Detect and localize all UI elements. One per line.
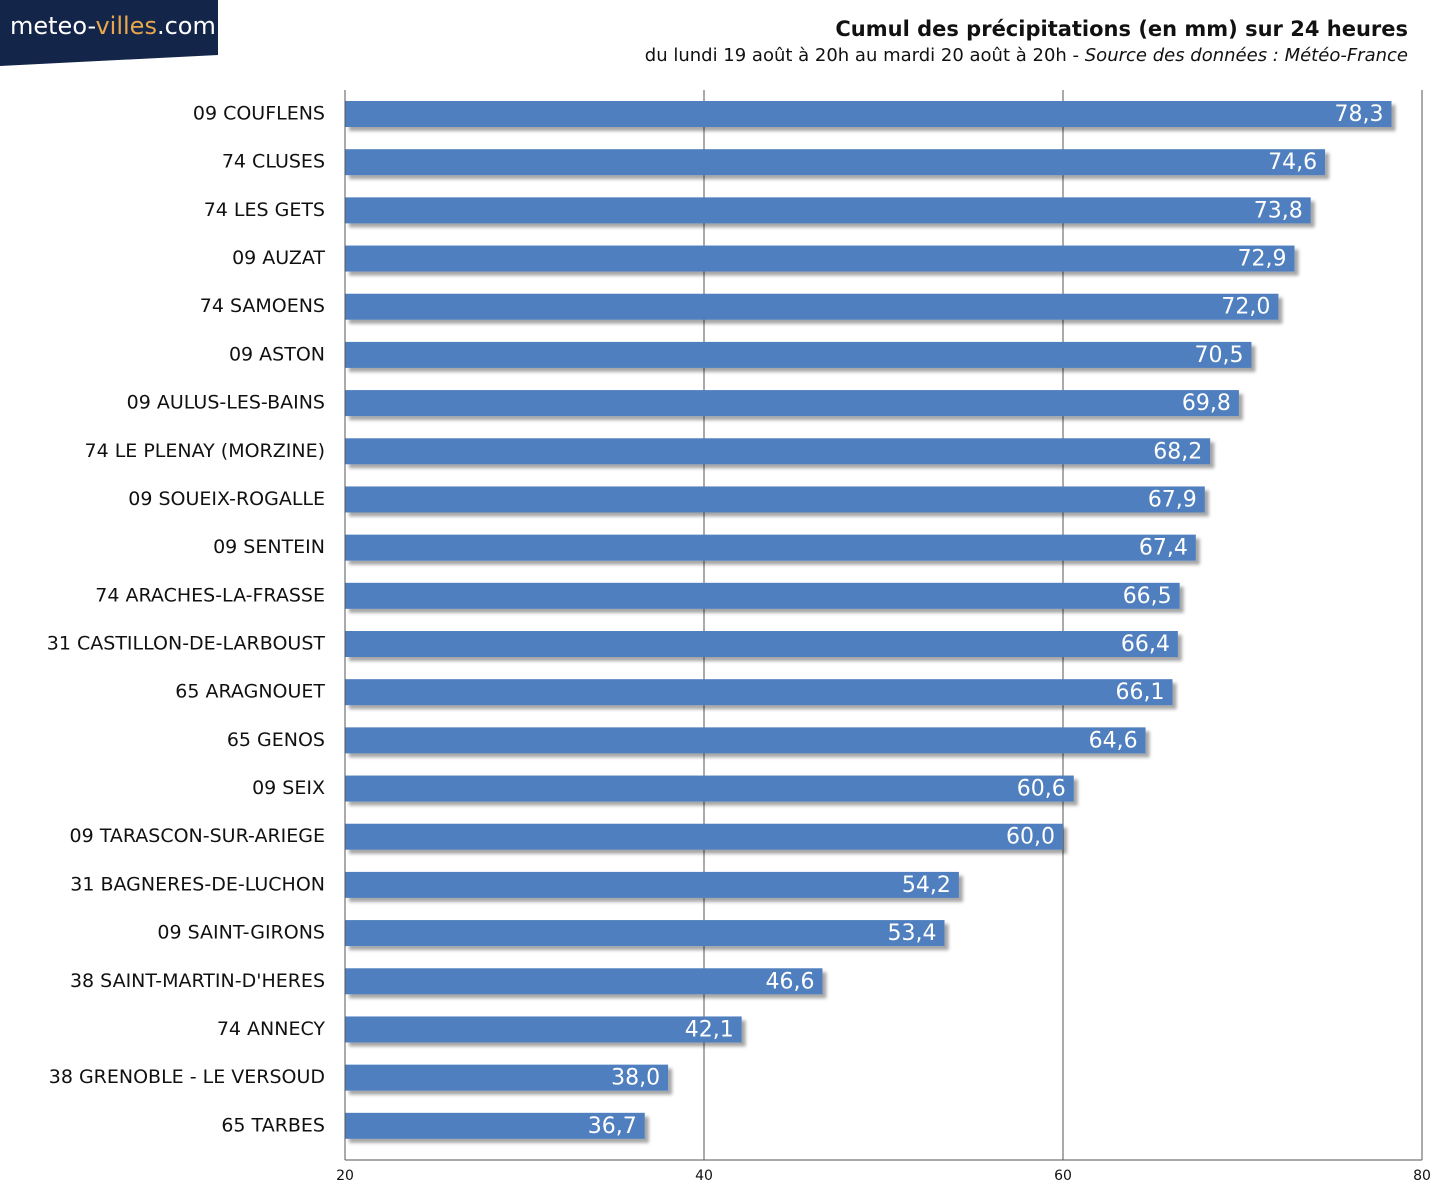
y-tick-label: 74 CLUSES <box>222 151 325 173</box>
value-label: 67,4 <box>1139 536 1188 561</box>
value-label: 38,0 <box>611 1066 660 1091</box>
value-label: 67,9 <box>1148 487 1197 512</box>
chart-title: Cumul des précipitations (en mm) sur 24 … <box>835 17 1408 41</box>
bar <box>345 968 823 995</box>
value-label: 66,4 <box>1121 632 1170 657</box>
y-tick-label: 09 SEIX <box>252 777 325 799</box>
value-label: 78,3 <box>1335 102 1384 127</box>
subtitle: du lundi 19 août à 20h au mardi 20 août … <box>645 45 1085 66</box>
value-label: 69,8 <box>1182 391 1231 416</box>
value-label: 46,6 <box>765 969 814 994</box>
value-label: 72,9 <box>1238 247 1287 272</box>
y-tick-label: 09 TARASCON-SUR-ARIEGE <box>70 825 326 847</box>
logo-part: .com <box>157 12 216 40</box>
value-label: 74,6 <box>1268 150 1317 175</box>
y-tick-label: 38 SAINT-MARTIN-D'HERES <box>70 970 325 992</box>
bar <box>345 679 1173 706</box>
value-label: 73,8 <box>1254 198 1303 223</box>
y-tick-label: 74 SAMOENS <box>200 295 325 317</box>
bar <box>345 293 1279 320</box>
bar <box>345 1064 669 1091</box>
y-tick-label: 09 ASTON <box>229 343 325 365</box>
bar <box>345 582 1180 609</box>
plot: 20 40 60 80 09 COUFLENS 78,3 74 CLUSES 74,6 74 L… <box>47 90 1431 1184</box>
bar <box>345 101 1392 127</box>
y-tick-label: 65 GENOS <box>227 729 325 751</box>
value-label: 72,0 <box>1221 295 1270 320</box>
value-label: 54,2 <box>902 873 951 898</box>
logo-part: villes <box>95 12 156 40</box>
value-label: 36,7 <box>588 1114 637 1139</box>
source: Source des données : Météo-France <box>1085 45 1408 66</box>
x-tick-label: 40 <box>695 1168 713 1184</box>
logo: meteo-villes.com <box>10 12 216 40</box>
bar <box>345 534 1196 561</box>
value-label: 68,2 <box>1153 439 1202 464</box>
bar <box>345 245 1295 272</box>
y-tick-label: 09 SAINT-GIRONS <box>157 922 325 944</box>
value-label: 60,6 <box>1017 777 1066 802</box>
y-tick-label: 65 ARAGNOUET <box>175 681 325 703</box>
value-label: 66,1 <box>1116 680 1165 705</box>
bar <box>345 920 945 947</box>
y-tick-label: 09 SENTEIN <box>213 536 325 558</box>
y-tick-label: 74 LES GETS <box>204 199 325 221</box>
x-tick-label: 80 <box>1413 1168 1431 1184</box>
bar <box>345 149 1326 176</box>
value-label: 66,5 <box>1123 584 1172 609</box>
y-tick-label: 74 ARACHES-LA-FRASSE <box>95 584 325 606</box>
y-tick-label: 09 COUFLENS <box>193 103 325 125</box>
x-tick-label: 60 <box>1054 1168 1072 1184</box>
value-label: 42,1 <box>685 1017 734 1042</box>
bar <box>345 823 1063 850</box>
bar <box>345 341 1252 368</box>
y-tick-label: 09 AUZAT <box>232 247 325 269</box>
value-label: 60,0 <box>1006 825 1055 850</box>
bar <box>345 438 1211 465</box>
y-tick-label: 31 CASTILLON-DE-LARBOUST <box>47 633 326 655</box>
y-tick-label: 31 BAGNERES-DE-LUCHON <box>70 873 325 895</box>
bar <box>345 775 1074 802</box>
bar <box>345 197 1311 224</box>
value-label: 64,6 <box>1089 728 1138 753</box>
y-tick-label: 65 TARBES <box>221 1114 325 1136</box>
bar <box>345 871 959 898</box>
y-tick-label: 38 GRENOBLE - LE VERSOUD <box>49 1066 325 1088</box>
y-tick-label: 09 AULUS-LES-BAINS <box>127 392 325 414</box>
bar <box>345 631 1178 657</box>
logo-bg <box>0 0 218 66</box>
y-tick-label: 74 LE PLENAY (MORZINE) <box>85 440 326 462</box>
chart-subtitle: du lundi 19 août à 20h au mardi 20 août … <box>645 45 1408 66</box>
x-tick-label: 20 <box>336 1168 354 1184</box>
y-tick-label: 09 SOUEIX-ROGALLE <box>128 488 325 510</box>
logo-part: meteo- <box>10 12 95 40</box>
bar <box>345 1016 742 1043</box>
value-label: 53,4 <box>888 921 937 946</box>
y-tick-label: 74 ANNECY <box>217 1018 326 1040</box>
bar <box>345 1112 645 1139</box>
value-label: 70,5 <box>1194 343 1243 368</box>
bar <box>345 727 1146 754</box>
bar <box>345 486 1205 513</box>
bar <box>345 390 1239 417</box>
